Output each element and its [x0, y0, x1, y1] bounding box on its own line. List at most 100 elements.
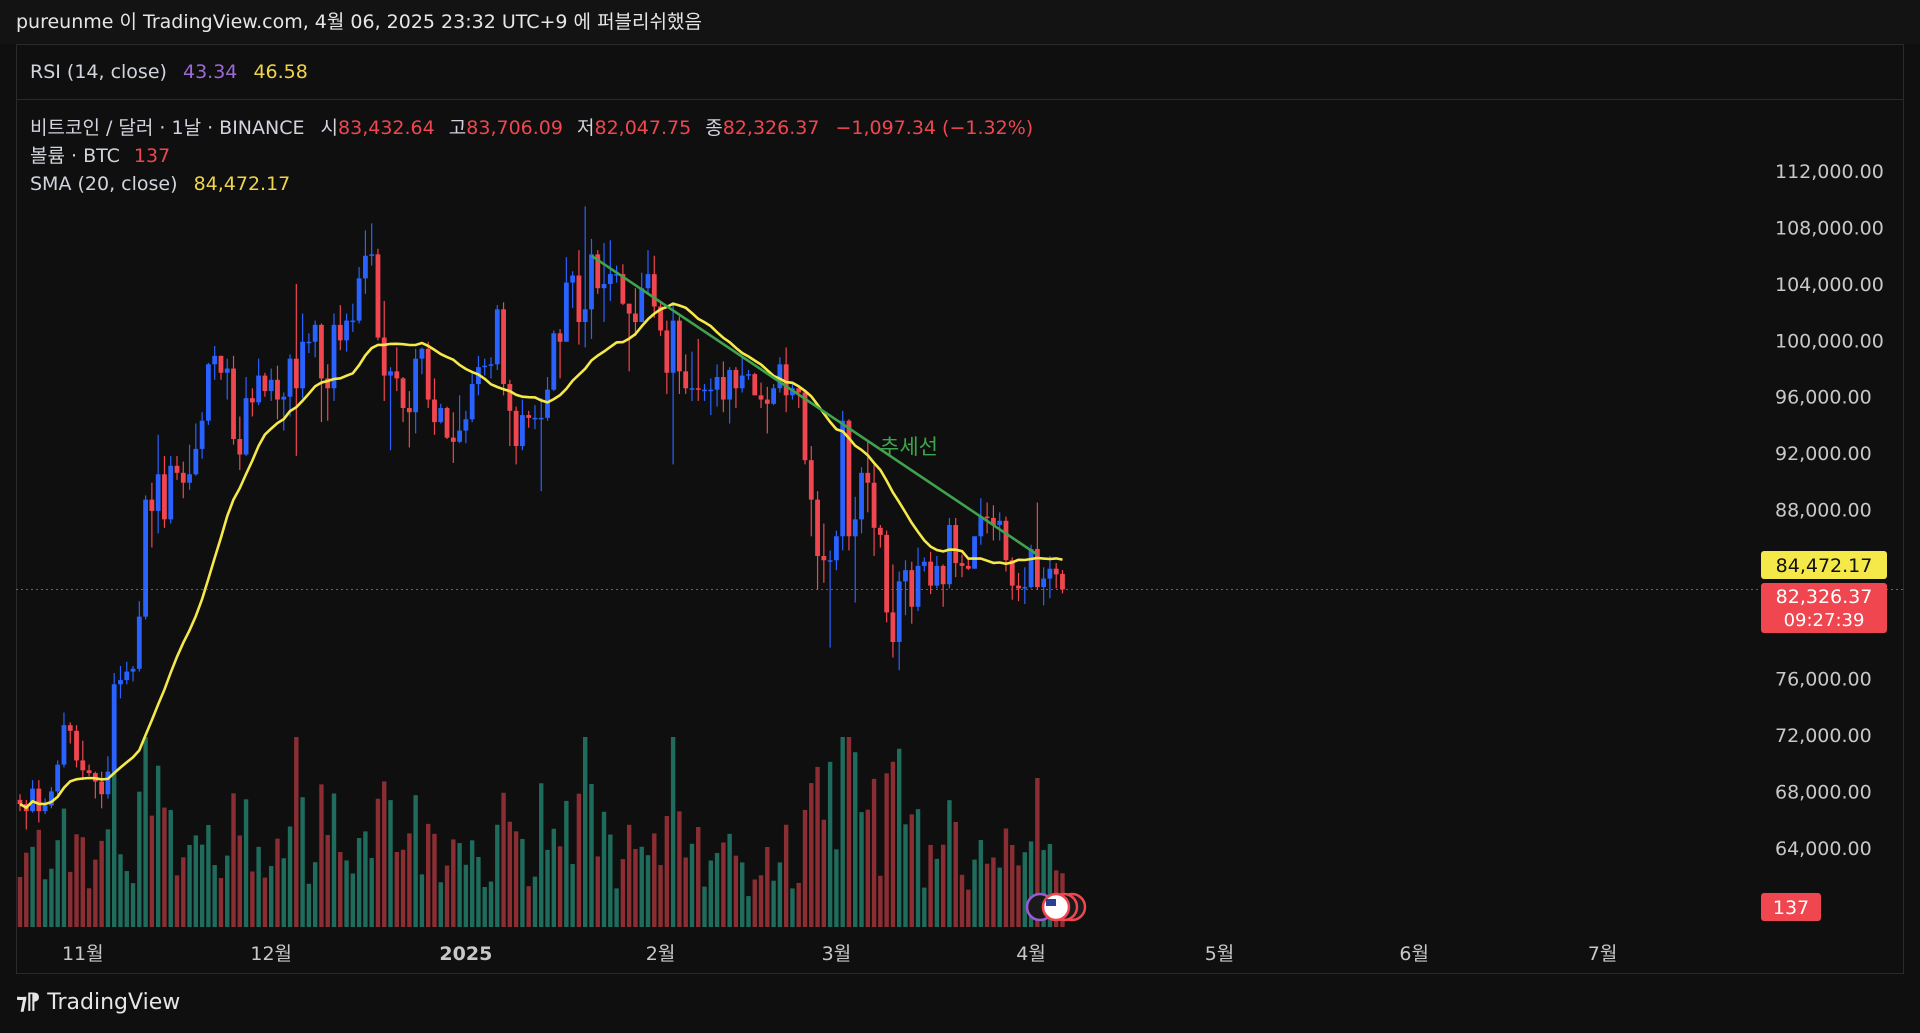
candle-body: [909, 570, 915, 607]
candle-body: [149, 499, 155, 511]
candle-body: [720, 376, 726, 400]
volume-bar: [677, 811, 682, 927]
volume-bar: [206, 825, 211, 927]
candle-body: [237, 439, 243, 455]
volume-bar: [269, 866, 274, 927]
candle-body: [1003, 520, 1009, 561]
candle-body: [645, 274, 651, 289]
candle-body: [344, 320, 349, 341]
volume-bar: [853, 752, 858, 927]
candle-body: [281, 396, 287, 400]
volume-bar: [953, 822, 958, 927]
volume-bar: [721, 842, 726, 927]
candle-body: [55, 764, 61, 792]
time-axis-label: 4월: [1016, 943, 1046, 965]
volume-bar: [1028, 841, 1034, 927]
volume-badge: [1761, 893, 1821, 921]
volume-bar: [68, 871, 73, 927]
candle-body: [702, 389, 707, 392]
volume-bar: [526, 886, 531, 927]
volume-bar: [237, 835, 242, 927]
volume-bar: [752, 879, 757, 927]
volume-bar: [118, 854, 123, 927]
change-value: −1,097.34 (−1.32%): [835, 117, 1034, 139]
candle-body: [488, 364, 494, 366]
candle-body: [413, 358, 419, 413]
candle-body: [1028, 548, 1034, 588]
volume-bar: [325, 835, 330, 927]
volume-bar: [1003, 828, 1009, 927]
candle-body: [319, 324, 324, 379]
candle-body: [921, 561, 927, 566]
candle-body: [852, 519, 858, 537]
candle-body: [796, 388, 802, 393]
volume-bar: [633, 848, 638, 927]
candle-body: [658, 306, 663, 331]
candle-body: [520, 415, 525, 447]
volume-bar: [275, 838, 280, 927]
candle-body: [268, 379, 274, 392]
candle-body: [425, 348, 431, 400]
candle-body: [375, 254, 381, 338]
volume-bar: [469, 840, 475, 927]
candle-body: [877, 527, 883, 535]
volume-bar: [846, 737, 852, 927]
candle-body: [733, 369, 739, 389]
close-label: 종: [705, 117, 723, 139]
volume-bar: [922, 887, 927, 927]
candle-body: [463, 419, 469, 431]
volume-bar: [42, 879, 48, 927]
volume-bar: [99, 840, 104, 927]
volume-row[interactable]: 볼륨 · BTC 137: [30, 142, 1033, 170]
price-axis-label: 68,000.00: [1775, 781, 1872, 803]
candle-body: [80, 760, 86, 771]
volume-bar: [608, 834, 613, 927]
volume-bar: [664, 816, 670, 927]
volume-bar: [93, 859, 98, 927]
volume-bar: [859, 812, 864, 927]
price-axis-label: 104,000.00: [1775, 274, 1884, 296]
tradingview-footer[interactable]: ⁊⁋ TradingView: [16, 990, 180, 1015]
candle-body: [1016, 585, 1021, 589]
symbol-legend: 비트코인 / 달러 · 1날 · BINANCE 시83,432.64 고83,…: [30, 114, 1033, 198]
candle-body: [1009, 560, 1015, 586]
volume-bar: [1047, 844, 1053, 927]
volume-bar: [1016, 865, 1021, 927]
candle-body: [576, 275, 582, 323]
open-label: 시: [320, 117, 339, 139]
volume-bar: [589, 783, 594, 927]
volume-bar: [771, 880, 776, 927]
candle-body: [739, 375, 745, 389]
volume-bar: [658, 865, 663, 927]
candle-body: [124, 671, 130, 681]
volume-bar: [601, 811, 607, 927]
rsi-value: 43.34: [182, 61, 238, 83]
rsi-legend[interactable]: RSI (14, close) 43.34 46.58: [16, 44, 1904, 100]
volume-bar: [972, 859, 977, 927]
candle-body: [67, 725, 73, 731]
sma-badge: [1761, 551, 1887, 579]
low-label: 저: [577, 117, 595, 139]
volume-value: 137: [133, 145, 171, 167]
volume-bar: [928, 844, 933, 927]
candle-body: [601, 283, 607, 289]
volume-bar: [790, 888, 795, 927]
volume-bar: [187, 844, 192, 927]
sma-row[interactable]: SMA (20, close) 84,472.17: [30, 170, 1033, 198]
candle-body: [275, 379, 280, 400]
candle-body: [494, 309, 500, 365]
candle-body: [626, 303, 632, 314]
volume-bar: [583, 737, 588, 927]
tradingview-logo-icon: ⁊⁋: [16, 990, 40, 1015]
price-axis-label: 112,000.00: [1775, 161, 1884, 183]
volume-bar: [670, 737, 676, 927]
ohlc-row[interactable]: 비트코인 / 달러 · 1날 · BINANCE 시83,432.64 고83,…: [30, 114, 1033, 142]
volume-bar: [520, 838, 525, 927]
volume-bar: [984, 863, 990, 927]
volume-bar: [388, 800, 393, 927]
price-axis-label: 92,000.00: [1775, 443, 1872, 465]
candle-body: [708, 389, 714, 392]
volume-bar: [363, 831, 368, 927]
volume-bar: [513, 831, 519, 927]
